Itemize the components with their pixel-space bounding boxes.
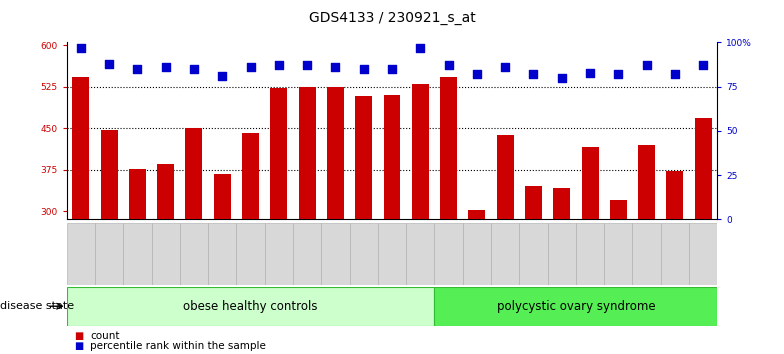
Bar xyxy=(468,210,485,219)
Point xyxy=(131,66,143,72)
Point xyxy=(301,63,314,68)
Point xyxy=(159,64,172,70)
Bar xyxy=(582,147,598,219)
Bar xyxy=(214,174,230,219)
Bar xyxy=(100,130,118,219)
Bar xyxy=(157,164,174,219)
Bar xyxy=(67,223,95,285)
Bar xyxy=(576,223,604,285)
Bar xyxy=(72,77,89,219)
Bar xyxy=(406,223,434,285)
Text: obese healthy controls: obese healthy controls xyxy=(183,300,318,313)
Bar xyxy=(604,223,633,285)
Bar xyxy=(208,223,237,285)
Bar xyxy=(491,223,519,285)
Bar xyxy=(299,87,316,219)
Bar xyxy=(695,118,712,219)
Bar xyxy=(547,223,576,285)
Bar xyxy=(321,223,350,285)
Point xyxy=(358,66,370,72)
Point xyxy=(216,73,228,79)
Bar xyxy=(554,188,570,219)
Text: ■: ■ xyxy=(74,331,84,341)
Point xyxy=(584,70,597,75)
Point xyxy=(245,64,257,70)
Bar xyxy=(519,223,547,285)
Bar xyxy=(186,128,202,219)
Bar xyxy=(378,223,406,285)
Bar xyxy=(293,223,321,285)
Bar xyxy=(123,223,151,285)
Point xyxy=(612,72,625,77)
Bar xyxy=(610,200,627,219)
Bar xyxy=(434,223,463,285)
Bar xyxy=(638,145,655,219)
Bar xyxy=(265,223,293,285)
Bar xyxy=(497,135,514,219)
Bar xyxy=(237,223,265,285)
Bar xyxy=(129,169,146,219)
Text: polycystic ovary syndrome: polycystic ovary syndrome xyxy=(496,300,655,313)
Point xyxy=(499,64,511,70)
Bar xyxy=(67,287,434,326)
Point xyxy=(470,72,483,77)
Point xyxy=(103,61,115,67)
Text: count: count xyxy=(90,331,120,341)
Point xyxy=(386,66,398,72)
Bar xyxy=(151,223,180,285)
Point xyxy=(527,72,539,77)
Bar xyxy=(440,77,457,219)
Point xyxy=(697,63,710,68)
Point xyxy=(329,64,342,70)
Point xyxy=(556,75,568,81)
Bar xyxy=(350,223,378,285)
Text: disease state: disease state xyxy=(0,301,74,311)
Point xyxy=(414,45,426,51)
Bar xyxy=(525,186,542,219)
Bar xyxy=(434,287,717,326)
Bar xyxy=(463,223,491,285)
Point xyxy=(273,63,285,68)
Bar xyxy=(666,171,684,219)
Text: percentile rank within the sample: percentile rank within the sample xyxy=(90,341,266,351)
Bar xyxy=(412,84,429,219)
Bar xyxy=(242,133,259,219)
Bar xyxy=(633,223,661,285)
Bar xyxy=(270,88,287,219)
Bar xyxy=(95,223,123,285)
Point xyxy=(442,63,455,68)
Bar xyxy=(689,223,717,285)
Bar xyxy=(383,95,401,219)
Bar xyxy=(180,223,208,285)
Point xyxy=(74,45,87,51)
Bar xyxy=(355,96,372,219)
Point xyxy=(187,66,200,72)
Bar xyxy=(327,87,344,219)
Bar xyxy=(661,223,689,285)
Point xyxy=(641,63,653,68)
Point xyxy=(669,72,681,77)
Text: ■: ■ xyxy=(74,341,84,351)
Text: GDS4133 / 230921_s_at: GDS4133 / 230921_s_at xyxy=(309,11,475,25)
